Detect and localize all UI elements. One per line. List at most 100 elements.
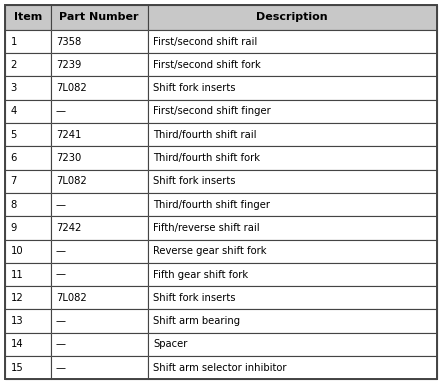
Bar (148, 53, 437, 76)
Bar (5, 193, 50, 216)
Text: Spacer: Spacer (153, 339, 187, 349)
Bar (50, 146, 148, 170)
Text: 2: 2 (11, 60, 17, 70)
Text: Shift fork inserts: Shift fork inserts (153, 83, 236, 93)
Text: 7358: 7358 (56, 36, 81, 46)
Bar (5, 30, 50, 53)
Text: 14: 14 (11, 339, 23, 349)
Bar (148, 100, 437, 123)
Text: 12: 12 (11, 293, 23, 303)
Text: 1: 1 (11, 36, 17, 46)
Bar (148, 310, 437, 333)
Bar (50, 193, 148, 216)
Bar (5, 240, 50, 263)
Text: 5: 5 (11, 130, 17, 140)
Bar (148, 5, 437, 30)
Bar (148, 263, 437, 286)
Bar (50, 146, 148, 170)
Bar (50, 123, 148, 146)
Text: 7230: 7230 (56, 153, 81, 163)
Text: 9: 9 (11, 223, 17, 233)
Text: Third/fourth shift rail: Third/fourth shift rail (153, 130, 256, 140)
Bar (5, 286, 50, 310)
Text: —: — (56, 363, 66, 373)
Bar (5, 310, 50, 333)
Text: Fifth gear shift fork: Fifth gear shift fork (153, 270, 248, 280)
Text: 7242: 7242 (56, 223, 81, 233)
Bar (148, 146, 437, 170)
Bar (50, 356, 148, 379)
Bar (50, 216, 148, 240)
Bar (5, 333, 50, 356)
Bar (148, 170, 437, 193)
Bar (148, 123, 437, 146)
Bar (50, 53, 148, 76)
Bar (50, 286, 148, 310)
Bar (148, 216, 437, 240)
Bar (50, 193, 148, 216)
Bar (50, 216, 148, 240)
Bar (5, 333, 50, 356)
Text: Third/fourth shift finger: Third/fourth shift finger (153, 200, 270, 210)
Bar (5, 123, 50, 146)
Bar (148, 76, 437, 100)
Bar (50, 100, 148, 123)
Text: 11: 11 (11, 270, 23, 280)
Text: —: — (56, 200, 66, 210)
Text: 6: 6 (11, 153, 17, 163)
Bar (50, 263, 148, 286)
Bar (50, 100, 148, 123)
Bar (50, 356, 148, 379)
Bar (148, 76, 437, 100)
Bar (50, 310, 148, 333)
Bar (148, 263, 437, 286)
Bar (50, 30, 148, 53)
Bar (50, 333, 148, 356)
Bar (5, 286, 50, 310)
Bar (5, 170, 50, 193)
Bar (148, 123, 437, 146)
Text: —: — (56, 316, 66, 326)
Text: 7239: 7239 (56, 60, 81, 70)
Bar (50, 5, 148, 30)
Bar (148, 30, 437, 53)
Text: First/second shift rail: First/second shift rail (153, 36, 257, 46)
Text: Reverse gear shift fork: Reverse gear shift fork (153, 246, 267, 256)
Bar (5, 263, 50, 286)
Bar (5, 100, 50, 123)
Text: 3: 3 (11, 83, 17, 93)
Bar (50, 30, 148, 53)
Bar (5, 310, 50, 333)
Bar (5, 263, 50, 286)
Text: 7L082: 7L082 (56, 176, 87, 186)
Bar (50, 123, 148, 146)
Text: —: — (56, 106, 66, 116)
Text: 10: 10 (11, 246, 23, 256)
Bar (5, 76, 50, 100)
Bar (148, 193, 437, 216)
Text: —: — (56, 246, 66, 256)
Bar (148, 240, 437, 263)
Bar (148, 240, 437, 263)
Text: 7L082: 7L082 (56, 83, 87, 93)
Bar (50, 263, 148, 286)
Bar (50, 286, 148, 310)
Bar (50, 53, 148, 76)
Text: First/second shift finger: First/second shift finger (153, 106, 271, 116)
Bar (50, 76, 148, 100)
Text: Shift arm selector inhibitor: Shift arm selector inhibitor (153, 363, 286, 373)
Bar (148, 356, 437, 379)
Bar (5, 146, 50, 170)
Bar (148, 53, 437, 76)
Bar (148, 286, 437, 310)
Bar (148, 333, 437, 356)
Bar (5, 240, 50, 263)
Text: 7: 7 (11, 176, 17, 186)
Bar (148, 193, 437, 216)
Bar (5, 53, 50, 76)
Bar (5, 146, 50, 170)
Text: Item: Item (14, 12, 42, 22)
Text: Shift fork inserts: Shift fork inserts (153, 176, 236, 186)
Bar (5, 356, 50, 379)
Bar (5, 76, 50, 100)
